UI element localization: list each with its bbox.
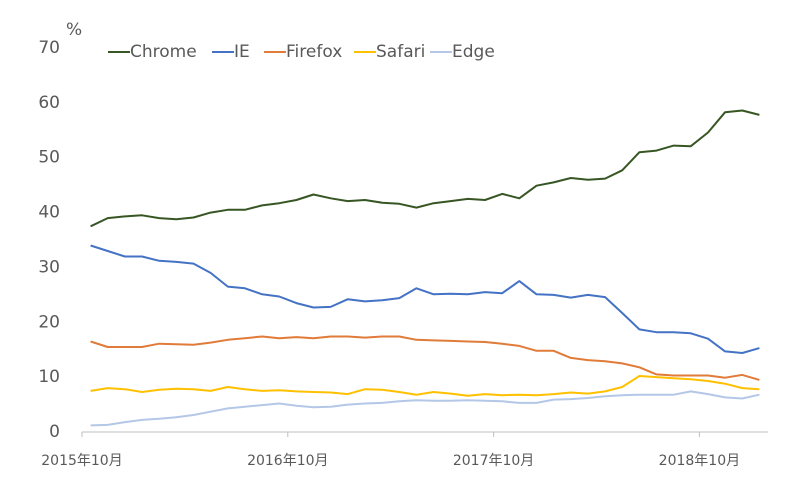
y-tick-label: 30 — [38, 257, 60, 277]
x-tick-label: 2017年10月 — [453, 453, 534, 469]
y-tick-label: 40 — [38, 203, 60, 223]
x-tick-label: 2018年10月 — [659, 453, 740, 469]
legend-label: Edge — [452, 42, 495, 62]
legend-label: Firefox — [286, 42, 342, 62]
x-tick-label: 2016年10月 — [247, 453, 328, 469]
y-tick-label: 60 — [38, 93, 60, 113]
legend-label: IE — [234, 42, 250, 62]
y-tick-label: 20 — [38, 312, 60, 332]
y-tick-label: 70 — [38, 38, 60, 58]
series-line — [90, 244, 760, 354]
y-tick-label: 0 — [49, 422, 60, 442]
x-tick-label: 2015年10月 — [41, 453, 122, 469]
legend-label: Safari — [376, 42, 425, 62]
series-line — [90, 375, 760, 397]
series-line — [90, 109, 760, 228]
series-line — [90, 335, 760, 381]
legend-label: Chrome — [130, 42, 197, 62]
series-line — [90, 390, 760, 427]
y-tick-label: 10 — [38, 367, 60, 387]
y-tick-label: 50 — [38, 148, 60, 168]
y-axis-label: % — [66, 20, 82, 40]
